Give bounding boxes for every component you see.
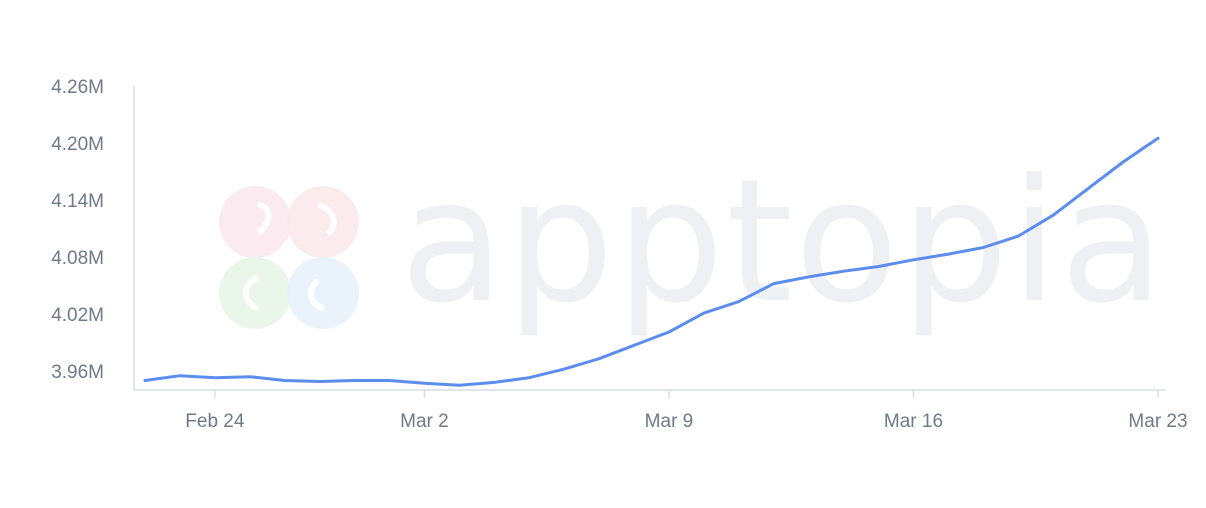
data-point[interactable] [873, 261, 885, 273]
data-point[interactable] [1152, 132, 1164, 144]
data-point[interactable] [628, 339, 640, 351]
x-tick-label: Mar 16 [884, 411, 943, 432]
data-point[interactable] [209, 372, 221, 384]
series-line [143, 136, 1160, 387]
y-tick-label: 4.08M [51, 248, 104, 269]
x-tick-label: Feb 24 [185, 411, 245, 432]
data-point[interactable] [384, 375, 396, 387]
y-tick-label: 4.26M [51, 77, 104, 98]
apptopia-logo-icon [219, 186, 359, 329]
data-point[interactable] [139, 375, 151, 387]
data-point[interactable] [593, 353, 605, 365]
data-point[interactable] [768, 278, 780, 290]
data-point[interactable] [1117, 156, 1129, 168]
x-tick-label: Mar 2 [400, 411, 449, 432]
data-point[interactable] [488, 376, 500, 388]
series-group [139, 132, 1164, 391]
apptopia-watermark: apptopia [219, 143, 1166, 341]
y-tick-label: 3.96M [51, 362, 104, 383]
data-point[interactable] [1047, 209, 1059, 221]
data-point[interactable] [733, 296, 745, 308]
data-point[interactable] [174, 370, 186, 382]
data-point[interactable] [279, 375, 291, 387]
x-axis-ticks: Feb 24 Mar 2 Mar 9 Mar 16 Mar 23 [185, 390, 1188, 432]
y-tick-label: 4.14M [51, 191, 104, 212]
data-point[interactable] [663, 326, 675, 338]
data-point[interactable] [523, 372, 535, 384]
data-point[interactable] [908, 254, 920, 266]
data-point[interactable] [453, 379, 465, 391]
data-point[interactable] [803, 271, 815, 283]
y-tick-label: 4.02M [51, 305, 104, 326]
data-point[interactable] [418, 377, 430, 389]
data-point[interactable] [942, 248, 954, 260]
data-point[interactable] [244, 371, 256, 383]
data-point[interactable] [698, 307, 710, 319]
data-point[interactable] [314, 376, 326, 388]
data-point[interactable] [558, 363, 570, 375]
watermark-text: apptopia [400, 143, 1166, 341]
data-point[interactable] [1012, 230, 1024, 242]
data-point[interactable] [977, 242, 989, 254]
data-point[interactable] [349, 375, 361, 387]
data-point[interactable] [838, 265, 850, 277]
x-tick-label: Mar 23 [1128, 411, 1187, 432]
x-tick-label: Mar 9 [645, 411, 694, 432]
data-point[interactable] [1082, 183, 1094, 195]
y-axis-ticks: 3.96M 4.02M 4.08M 4.14M 4.20M 4.26M [51, 77, 104, 383]
y-tick-label: 4.20M [51, 134, 104, 155]
